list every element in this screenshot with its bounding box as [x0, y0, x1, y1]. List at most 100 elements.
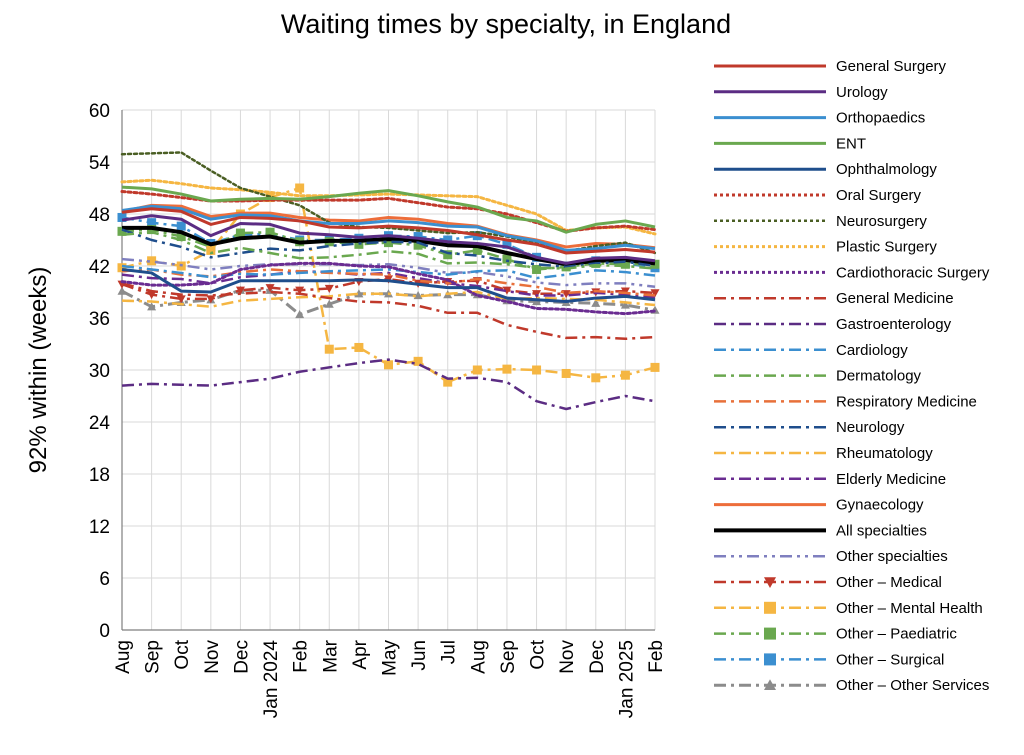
legend-entry: Cardiothoracic Surgery	[714, 264, 990, 281]
data-point	[561, 290, 571, 299]
series-line	[121, 207, 656, 255]
series-general-medicine	[121, 282, 656, 341]
data-point	[532, 365, 542, 375]
chart-title: Waiting times by specialty, in England	[281, 9, 731, 39]
data-point	[235, 228, 245, 238]
series-line	[121, 230, 656, 270]
data-point	[147, 256, 157, 266]
series-gastroenterology	[121, 358, 656, 411]
data-point	[502, 286, 512, 295]
data-point	[620, 370, 630, 380]
legend-label: Neurology	[836, 419, 905, 436]
data-point	[354, 289, 364, 298]
data-point	[413, 240, 423, 250]
data-point	[591, 373, 601, 383]
data-point	[764, 653, 776, 666]
series-line	[120, 261, 657, 316]
legend-label: Oral Surgery	[836, 187, 922, 204]
legend-label: Other – Other Services	[836, 677, 989, 694]
x-tick-label: Nov	[202, 640, 223, 674]
data-point	[117, 263, 127, 273]
legend-label: General Medicine	[836, 290, 954, 307]
data-point	[354, 342, 364, 352]
data-point	[324, 284, 334, 294]
legend-entry: General Surgery	[714, 58, 947, 75]
legend-label: Gynaecology	[836, 497, 924, 514]
data-point	[532, 290, 542, 299]
data-point	[620, 259, 630, 269]
y-tick-label: 36	[89, 309, 110, 330]
legend-entry: Elderly Medicine	[714, 471, 946, 488]
data-point	[764, 679, 776, 690]
legend-label: Gastroenterology	[836, 316, 952, 333]
series-line	[121, 269, 656, 299]
series-urology	[121, 214, 656, 265]
x-tick-label: Jun	[409, 640, 430, 671]
data-point	[443, 377, 453, 387]
data-point	[413, 232, 423, 242]
series-line	[121, 228, 656, 269]
data-point	[650, 289, 660, 298]
series-respiratory-medicine	[121, 268, 656, 297]
data-point	[502, 239, 512, 249]
data-point	[176, 232, 186, 242]
series-line	[121, 185, 656, 234]
legend-entry: Rheumatology	[714, 445, 933, 462]
legend-label: Cardiology	[836, 342, 908, 359]
legend-entry: Plastic Surgery	[714, 239, 937, 256]
data-point	[324, 344, 334, 354]
x-tick-label: Dec	[231, 640, 252, 674]
legend-entry: Ophthalmology	[714, 161, 937, 178]
x-tick-label: Dec	[587, 640, 608, 674]
data-point	[443, 235, 453, 245]
x-tick-label: Sep	[498, 640, 519, 674]
legend-label: Other – Surgical	[836, 651, 944, 668]
x-tick-label: Sep	[143, 640, 164, 674]
y-tick-label: 24	[89, 413, 111, 434]
data-point	[117, 226, 127, 236]
legend-label: Neurosurgery	[836, 213, 927, 230]
legend-label: General Surgery	[836, 58, 947, 75]
legend-entry: Neurology	[714, 419, 905, 436]
data-point	[265, 227, 275, 237]
legend-label: Ophthalmology	[836, 161, 937, 178]
data-point	[295, 183, 305, 193]
series-line	[121, 264, 656, 280]
legend-label: Other – Medical	[836, 574, 942, 591]
data-point	[265, 284, 275, 293]
x-tick-label: Jan 2024	[261, 640, 282, 719]
series-dermatology	[121, 230, 656, 270]
legend-label: Respiratory Medicine	[836, 393, 977, 410]
data-point	[147, 291, 157, 300]
x-tick-label: Mar	[320, 639, 341, 672]
series-line	[121, 204, 656, 252]
data-point	[324, 299, 334, 308]
legend-entry: Other – Medical	[714, 574, 942, 591]
data-point	[502, 364, 512, 374]
y-tick-label: 0	[99, 621, 110, 642]
legend-entry: Neurosurgery	[714, 213, 927, 230]
series-line	[121, 257, 656, 289]
series-line	[121, 203, 656, 250]
data-point	[764, 601, 776, 614]
legend-label: Orthopaedics	[836, 110, 925, 127]
plot-area	[117, 151, 660, 411]
data-point	[764, 627, 776, 640]
y-tick-label: 48	[89, 205, 110, 226]
data-point	[176, 221, 186, 231]
series-ophthalmology	[121, 267, 656, 304]
data-point	[591, 298, 601, 307]
y-tick-label: 30	[89, 361, 110, 382]
data-point	[472, 245, 482, 255]
x-tick-label: May	[380, 640, 401, 676]
data-point	[117, 212, 127, 222]
data-point	[532, 264, 542, 274]
series-line	[121, 358, 656, 411]
data-point	[472, 365, 482, 375]
data-point	[147, 302, 157, 311]
legend-entry: Other – Paediatric	[714, 626, 957, 643]
data-point	[413, 290, 423, 300]
legend-entry: Urology	[714, 84, 888, 101]
data-point	[413, 356, 423, 366]
legend-label: Plastic Surgery	[836, 239, 937, 256]
